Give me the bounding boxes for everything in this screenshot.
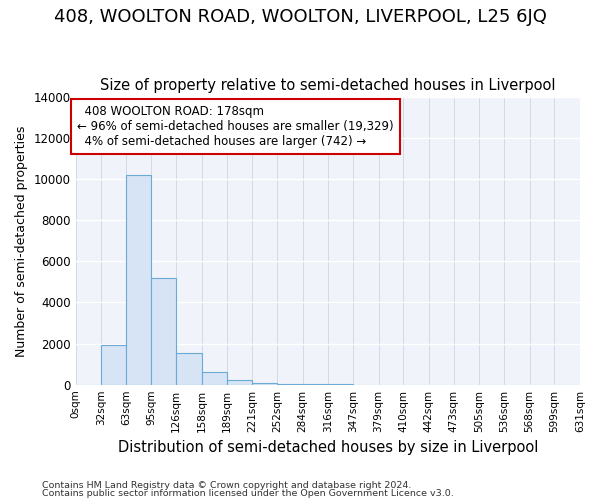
Bar xyxy=(227,380,252,384)
Text: 408 WOOLTON ROAD: 178sqm  
← 96% of semi-detached houses are smaller (19,329)
  : 408 WOOLTON ROAD: 178sqm ← 96% of semi-d… xyxy=(77,105,394,148)
Bar xyxy=(126,175,151,384)
Bar xyxy=(202,372,227,384)
Text: Contains public sector information licensed under the Open Government Licence v3: Contains public sector information licen… xyxy=(42,489,454,498)
Y-axis label: Number of semi-detached properties: Number of semi-detached properties xyxy=(15,125,28,356)
Bar xyxy=(252,382,277,384)
Title: Size of property relative to semi-detached houses in Liverpool: Size of property relative to semi-detach… xyxy=(100,78,556,93)
Text: 408, WOOLTON ROAD, WOOLTON, LIVERPOOL, L25 6JQ: 408, WOOLTON ROAD, WOOLTON, LIVERPOOL, L… xyxy=(53,8,547,26)
X-axis label: Distribution of semi-detached houses by size in Liverpool: Distribution of semi-detached houses by … xyxy=(118,440,538,455)
Bar xyxy=(176,353,202,384)
Bar xyxy=(151,278,176,384)
Bar xyxy=(101,344,126,385)
Text: Contains HM Land Registry data © Crown copyright and database right 2024.: Contains HM Land Registry data © Crown c… xyxy=(42,480,412,490)
